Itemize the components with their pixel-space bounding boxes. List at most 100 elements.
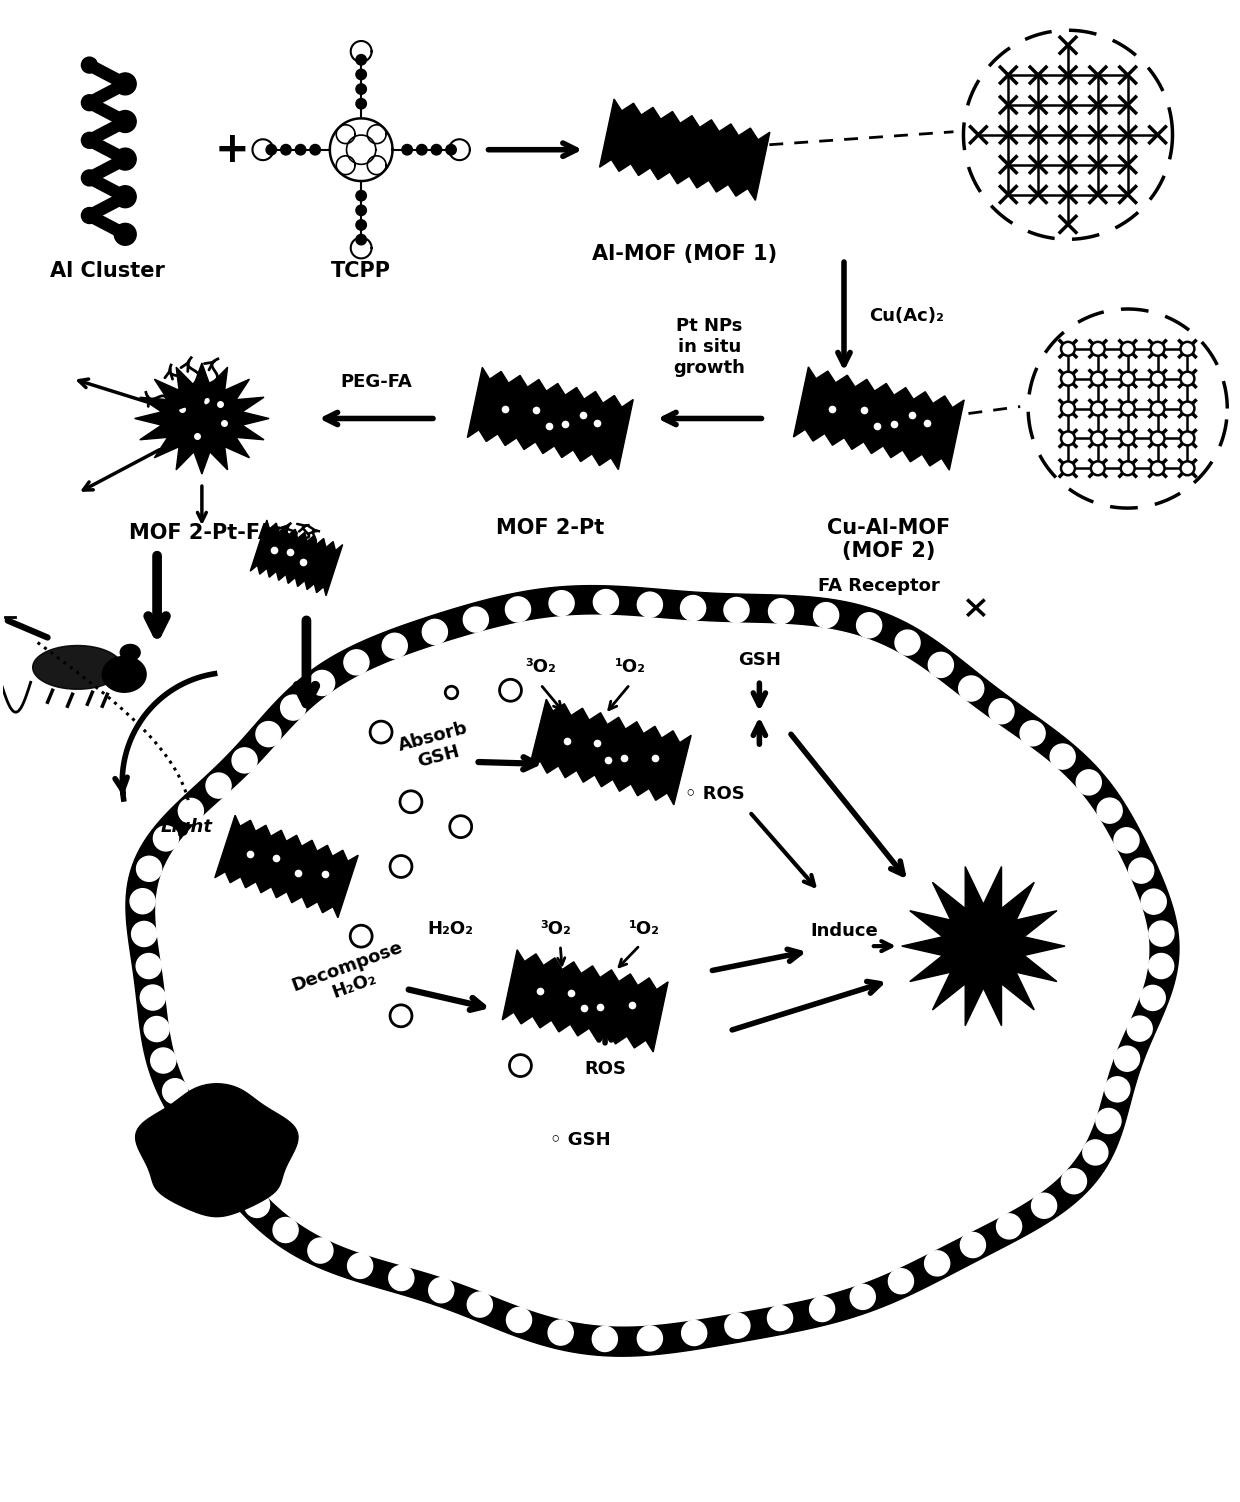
Circle shape xyxy=(136,856,161,882)
Circle shape xyxy=(1180,401,1194,416)
Circle shape xyxy=(1061,431,1075,446)
Text: ¹O₂: ¹O₂ xyxy=(615,658,646,676)
Circle shape xyxy=(1140,985,1166,1011)
Circle shape xyxy=(1148,921,1174,946)
Circle shape xyxy=(82,95,98,111)
Circle shape xyxy=(356,54,366,65)
Circle shape xyxy=(1097,798,1122,823)
Circle shape xyxy=(82,57,98,74)
Circle shape xyxy=(506,1307,532,1332)
Text: Light: Light xyxy=(161,817,213,835)
Circle shape xyxy=(1127,1015,1152,1041)
Circle shape xyxy=(382,634,407,658)
Polygon shape xyxy=(135,1084,298,1217)
Circle shape xyxy=(347,1253,373,1278)
Circle shape xyxy=(206,774,231,798)
Text: ROS: ROS xyxy=(584,1059,626,1077)
Circle shape xyxy=(925,1251,950,1275)
Circle shape xyxy=(295,144,306,155)
Text: GSH: GSH xyxy=(738,652,781,670)
Circle shape xyxy=(1180,342,1194,356)
Circle shape xyxy=(506,596,531,622)
Text: FA Receptor: FA Receptor xyxy=(818,577,940,595)
Circle shape xyxy=(1128,858,1153,883)
Circle shape xyxy=(997,1214,1022,1239)
Circle shape xyxy=(255,721,281,746)
Text: Cu(Ac)₂: Cu(Ac)₂ xyxy=(869,306,944,324)
Text: ¹O₂: ¹O₂ xyxy=(630,921,661,939)
Circle shape xyxy=(1076,771,1101,795)
Circle shape xyxy=(1121,342,1135,356)
Circle shape xyxy=(221,1166,246,1190)
Circle shape xyxy=(594,589,619,614)
Circle shape xyxy=(280,144,291,155)
Circle shape xyxy=(310,670,335,695)
Circle shape xyxy=(82,207,98,224)
Circle shape xyxy=(768,1305,792,1331)
Circle shape xyxy=(402,144,413,155)
Circle shape xyxy=(1114,828,1140,853)
Polygon shape xyxy=(529,698,691,805)
Text: MOF 2-Pt: MOF 2-Pt xyxy=(496,518,604,538)
Text: Al Cluster: Al Cluster xyxy=(50,261,165,281)
Circle shape xyxy=(423,619,448,644)
Circle shape xyxy=(343,650,370,674)
Circle shape xyxy=(114,149,136,170)
Circle shape xyxy=(273,1218,298,1242)
Circle shape xyxy=(682,1320,707,1346)
Circle shape xyxy=(888,1269,914,1293)
Circle shape xyxy=(1050,743,1075,769)
Circle shape xyxy=(1180,461,1194,475)
Circle shape xyxy=(1091,342,1105,356)
Polygon shape xyxy=(901,867,1065,1026)
Circle shape xyxy=(1091,401,1105,416)
Circle shape xyxy=(244,1193,269,1218)
Circle shape xyxy=(851,1284,875,1310)
Circle shape xyxy=(356,191,366,201)
Circle shape xyxy=(356,69,366,80)
Circle shape xyxy=(144,1017,169,1041)
Circle shape xyxy=(1091,371,1105,386)
Text: Cu-Al-MOF
(MOF 2): Cu-Al-MOF (MOF 2) xyxy=(827,518,950,562)
Circle shape xyxy=(356,84,366,95)
Circle shape xyxy=(1121,401,1135,416)
Circle shape xyxy=(813,602,838,628)
Circle shape xyxy=(180,1108,205,1134)
Circle shape xyxy=(356,99,366,110)
Circle shape xyxy=(356,206,366,216)
Circle shape xyxy=(895,629,920,655)
Circle shape xyxy=(1180,431,1194,446)
Circle shape xyxy=(151,1048,176,1072)
Polygon shape xyxy=(346,135,376,164)
Circle shape xyxy=(1096,1108,1121,1134)
Circle shape xyxy=(810,1296,835,1322)
Circle shape xyxy=(1091,431,1105,446)
Circle shape xyxy=(154,826,179,852)
Circle shape xyxy=(464,607,489,632)
Circle shape xyxy=(1061,371,1075,386)
Circle shape xyxy=(960,1233,986,1257)
Polygon shape xyxy=(502,949,668,1051)
Circle shape xyxy=(82,132,98,149)
Circle shape xyxy=(1061,342,1075,356)
Circle shape xyxy=(1121,461,1135,475)
Circle shape xyxy=(136,954,161,979)
Text: Pt NPs
in situ
growth: Pt NPs in situ growth xyxy=(673,317,745,377)
Circle shape xyxy=(114,186,136,207)
Circle shape xyxy=(179,799,203,823)
Circle shape xyxy=(593,1326,618,1352)
Circle shape xyxy=(549,590,574,616)
Circle shape xyxy=(990,698,1014,724)
Polygon shape xyxy=(126,586,1179,1356)
Text: ◦ ROS: ◦ ROS xyxy=(684,786,744,802)
Circle shape xyxy=(417,144,427,155)
Text: TCPP: TCPP xyxy=(331,261,391,281)
Polygon shape xyxy=(156,616,1148,1326)
Circle shape xyxy=(1061,401,1075,416)
Circle shape xyxy=(467,1292,492,1317)
Circle shape xyxy=(356,234,366,245)
Circle shape xyxy=(1151,431,1164,446)
Polygon shape xyxy=(32,646,123,689)
Circle shape xyxy=(200,1137,224,1161)
Circle shape xyxy=(725,1313,750,1338)
